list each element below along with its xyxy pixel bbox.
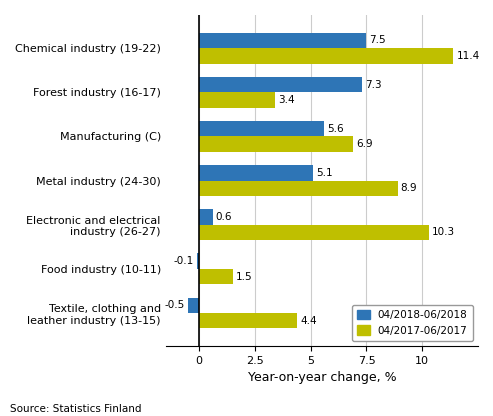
Bar (197, 253, 199, 269)
Text: 10.3: 10.3 (432, 228, 455, 238)
Text: 4.4: 4.4 (300, 316, 317, 326)
Bar (199, 165, 313, 181)
Bar (199, 92, 275, 108)
Bar (199, 121, 324, 136)
Text: 0.6: 0.6 (215, 212, 232, 222)
Legend: 04/2018-06/2018, 04/2017-06/2017: 04/2018-06/2018, 04/2017-06/2017 (352, 305, 473, 341)
Bar (199, 136, 353, 152)
Text: 11.4: 11.4 (457, 51, 480, 61)
Text: Source: Statistics Finland: Source: Statistics Finland (10, 404, 141, 414)
Text: 7.3: 7.3 (365, 79, 382, 89)
Bar (199, 33, 366, 48)
Bar (199, 77, 362, 92)
Bar (199, 225, 429, 240)
Text: 7.5: 7.5 (369, 35, 386, 45)
Bar (199, 48, 454, 64)
Bar (199, 269, 233, 284)
Text: 5.6: 5.6 (327, 124, 344, 134)
Bar (199, 313, 297, 328)
Text: 6.9: 6.9 (356, 139, 373, 149)
Text: 3.4: 3.4 (278, 95, 294, 105)
Text: -0.1: -0.1 (174, 256, 194, 266)
Text: 1.5: 1.5 (236, 272, 252, 282)
Text: -0.5: -0.5 (165, 300, 185, 310)
Bar (199, 181, 398, 196)
X-axis label: Year-on-year change, %: Year-on-year change, % (247, 371, 396, 384)
Bar (188, 297, 199, 313)
Bar (199, 209, 212, 225)
Text: 5.1: 5.1 (316, 168, 332, 178)
Text: 8.9: 8.9 (401, 183, 417, 193)
